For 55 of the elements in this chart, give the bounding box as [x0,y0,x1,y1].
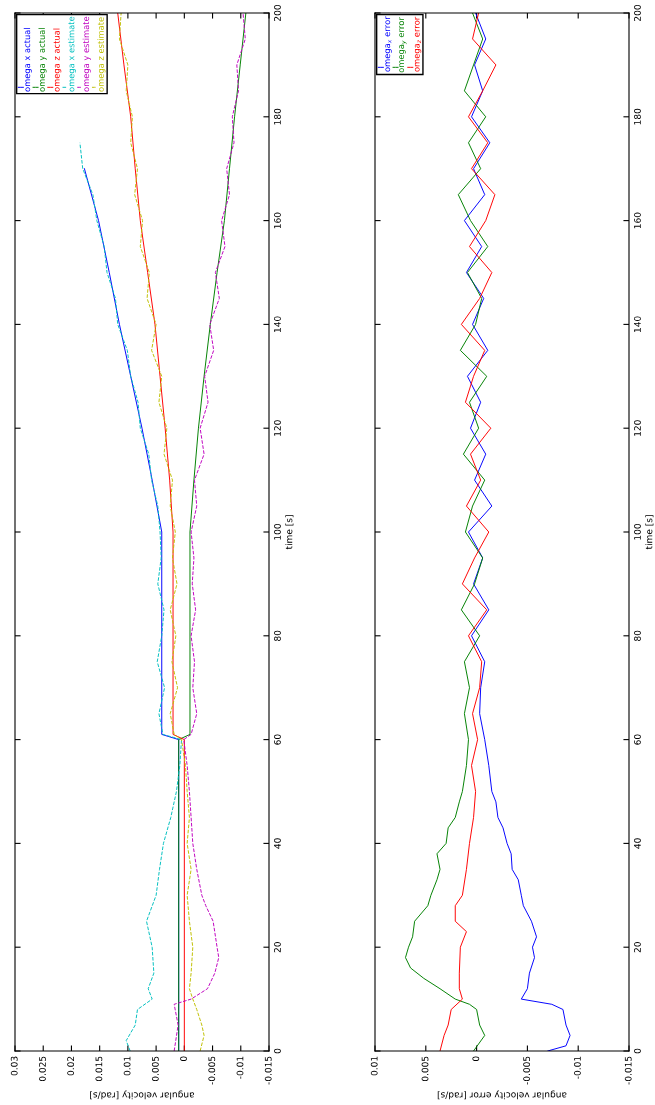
y-tick-label: 100 [634,523,641,540]
y-axis-title: time [s] [285,515,294,550]
y-tick-label: 0 [634,1048,641,1054]
y-tick-label: 60 [274,734,281,745]
x-tick-label: 0 [180,1056,187,1062]
y-axis-title: time [s] [645,515,654,550]
x-tick-label: 0 [472,1056,480,1062]
y-tick-label: 80 [634,630,641,641]
text: omega x actual [23,28,32,92]
x-tick-label: 0.005 [421,1056,429,1082]
y-tick-label: 160 [274,212,281,229]
y-tick-label: 100 [274,523,281,540]
x-tick-label: -0.005 [208,1056,216,1085]
line-series [439,13,497,1051]
x-tick-label: 0.005 [151,1056,159,1082]
y-tick-label: 160 [634,212,641,229]
x-tick-label: -0.015 [264,1056,272,1085]
y-tick-label: 200 [634,4,641,21]
y-tick-label: 120 [274,420,281,436]
text: omega y estimate [82,16,91,92]
text: omega z actual [53,28,62,92]
y-tick-label: 20 [634,942,641,953]
text: omega$_{z}$ error [414,16,422,72]
x-tick-label: 0.01 [370,1056,378,1076]
x-tick-label: -0.005 [523,1056,531,1085]
text: omega$_{y}$ error [399,17,407,73]
text: omega z estimate [97,17,106,92]
y-tick-label: 180 [634,108,641,125]
x-tick-label: 0.025 [39,1056,46,1082]
line-series [118,13,205,1051]
x-tick-label: -0.01 [573,1056,581,1079]
text: omega x estimate [67,16,77,92]
x-axis-title: angular velocity error [rad/s] [437,1090,567,1100]
x-tick-label: -0.015 [624,1056,632,1085]
y-tick-label: 40 [274,838,281,849]
text: omega$_{x}$ error [385,16,392,72]
y-tick-label: 120 [634,420,641,436]
y-tick-label: 60 [634,734,641,745]
y-tick-label: 0 [274,1048,281,1054]
y-tick-label: 40 [634,838,641,849]
x-tick-label: 0.01 [123,1056,131,1076]
x-tick-label: 0.03 [10,1056,18,1076]
y-tick-label: 200 [274,4,281,21]
line-series [117,13,185,1051]
x-tick-label: 0.015 [95,1056,103,1082]
y-tick-label: 80 [274,630,281,641]
x-tick-label: 0.02 [67,1056,75,1076]
y-tick-label: 140 [634,316,641,333]
x-tick-label: -0.01 [236,1056,244,1079]
line-series [463,13,571,1051]
y-tick-label: 140 [274,316,281,333]
text: omega y actual [38,28,47,92]
x-axis-title: angular velocity [rad/s] [90,1090,195,1100]
y-tick-label: 180 [274,108,281,125]
y-tick-label: 20 [274,942,281,953]
